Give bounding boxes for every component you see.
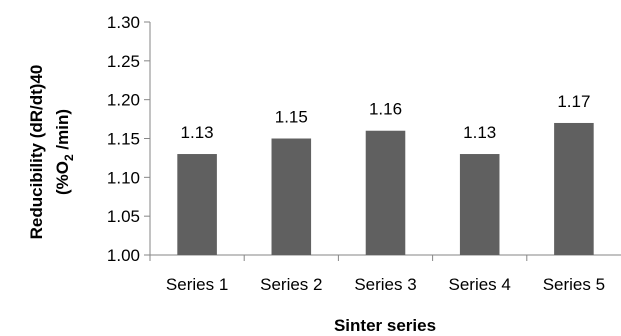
y-ticks: 1.00 1.05 1.10 1.15 1.20 1.25 1.30 [107,13,150,265]
bars [177,123,593,255]
bar-3 [366,131,406,255]
svg-text:(%O2 /min): (%O2 /min) [53,109,76,195]
bar-4 [460,154,500,255]
category-label-4: Series 4 [449,275,511,294]
data-label-4: 1.13 [463,123,496,142]
category-label-1: Series 1 [166,275,228,294]
category-label-2: Series 2 [260,275,322,294]
y-tick-label: 1.00 [107,246,140,265]
category-labels: Series 1 Series 2 Series 3 Series 4 Series 5 [166,275,605,294]
category-label-5: Series 5 [543,275,605,294]
bar-2 [272,139,312,256]
y-tick-label: 1.20 [107,91,140,110]
data-label-2: 1.15 [275,108,308,127]
bar-1 [177,154,217,255]
data-label-3: 1.16 [369,100,402,119]
y-tick-label: 1.25 [107,52,140,71]
y-axis-title: Reducibility (dR/dt)40 (%O2 /min) [27,65,76,240]
y-tick-label: 1.30 [107,13,140,32]
y-axis-title-line2-end: /min) [53,109,72,154]
x-axis-title: Sinter series [334,316,436,335]
y-tick-label: 1.05 [107,207,140,226]
y-tick-label: 1.10 [107,168,140,187]
y-axis-title-line1: Reducibility (dR/dt)40 [27,65,46,240]
y-axis-title-line2: (%O [53,161,72,195]
bar-5 [554,123,594,255]
svg-text:Reducibility (dR/dt)40: Reducibility (dR/dt)40 [27,65,46,240]
data-label-1: 1.13 [181,123,214,142]
y-tick-label: 1.15 [107,130,140,149]
data-label-5: 1.17 [557,92,590,111]
category-label-3: Series 3 [354,275,416,294]
